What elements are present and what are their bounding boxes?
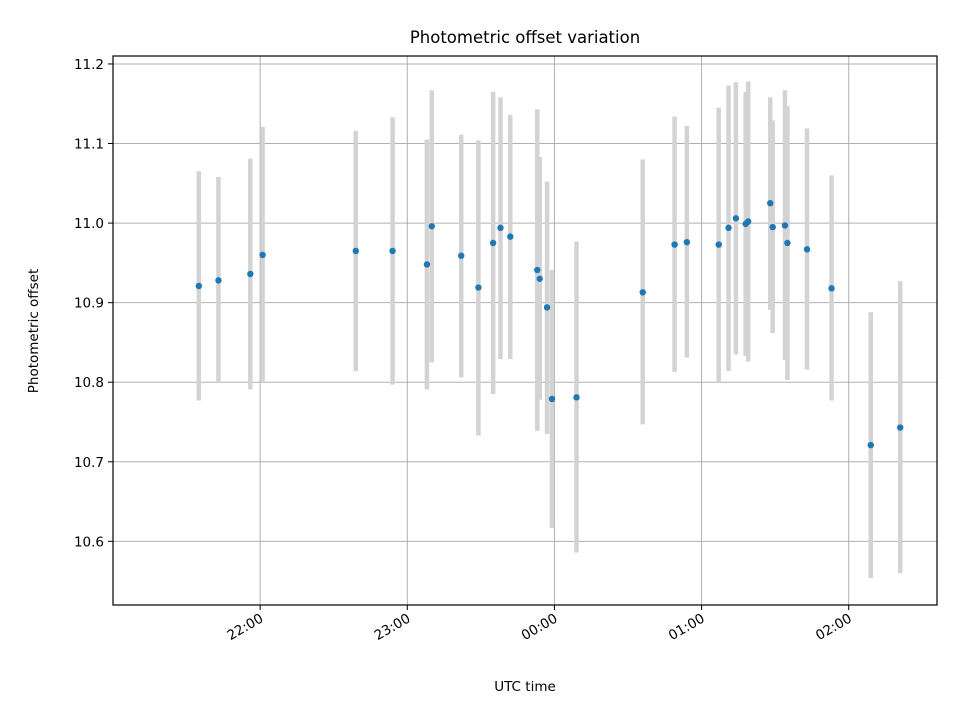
data-point xyxy=(897,424,904,431)
data-point xyxy=(489,239,497,247)
data-point xyxy=(352,247,359,255)
y-tick-label: 11.1 xyxy=(74,137,104,153)
data-points xyxy=(195,199,904,449)
error-bars xyxy=(196,81,903,578)
data-point xyxy=(428,223,436,230)
x-axis-label: UTC time xyxy=(494,679,556,695)
data-point xyxy=(769,223,776,231)
data-point xyxy=(828,285,835,292)
y-tick-label: 10.6 xyxy=(74,534,104,550)
data-point xyxy=(732,215,740,222)
data-point xyxy=(195,282,203,290)
data-point xyxy=(458,252,465,259)
y-tick-label: 10.9 xyxy=(74,296,104,312)
data-point xyxy=(784,239,791,247)
data-point xyxy=(247,270,254,278)
x-tick-label: 23:00 xyxy=(372,611,414,644)
data-point xyxy=(671,241,678,248)
x-tick-label: 01:00 xyxy=(666,611,708,644)
y-tick-label: 11.2 xyxy=(74,57,104,73)
data-point xyxy=(534,266,541,274)
x-tick-label: 22:00 xyxy=(224,611,266,644)
data-point xyxy=(715,241,722,248)
data-point xyxy=(259,251,266,259)
x-tick-label: 00:00 xyxy=(519,611,561,644)
data-point xyxy=(744,218,752,225)
data-point xyxy=(497,224,504,232)
data-point xyxy=(683,238,691,246)
data-point xyxy=(389,247,396,255)
data-point xyxy=(507,233,514,240)
data-point xyxy=(725,224,732,232)
grid xyxy=(113,56,937,605)
y-tick-label: 10.7 xyxy=(74,455,104,471)
data-point xyxy=(767,199,774,207)
data-point xyxy=(867,441,874,449)
data-point xyxy=(548,395,556,403)
chart-title: Photometric offset variation xyxy=(410,28,640,47)
x-tick-label: 02:00 xyxy=(813,611,855,644)
data-point xyxy=(803,246,811,253)
y-tick-label: 10.8 xyxy=(74,375,104,391)
y-tick-label: 11.0 xyxy=(74,216,104,232)
data-point xyxy=(536,275,543,282)
data-point xyxy=(423,261,431,268)
data-point xyxy=(573,394,580,401)
data-point xyxy=(781,222,789,229)
plot-frame xyxy=(112,55,938,606)
data-point xyxy=(215,277,222,284)
y-axis-label: Photometric offset xyxy=(26,269,42,393)
data-point xyxy=(475,284,482,291)
data-point xyxy=(639,289,646,296)
data-point xyxy=(543,304,551,311)
